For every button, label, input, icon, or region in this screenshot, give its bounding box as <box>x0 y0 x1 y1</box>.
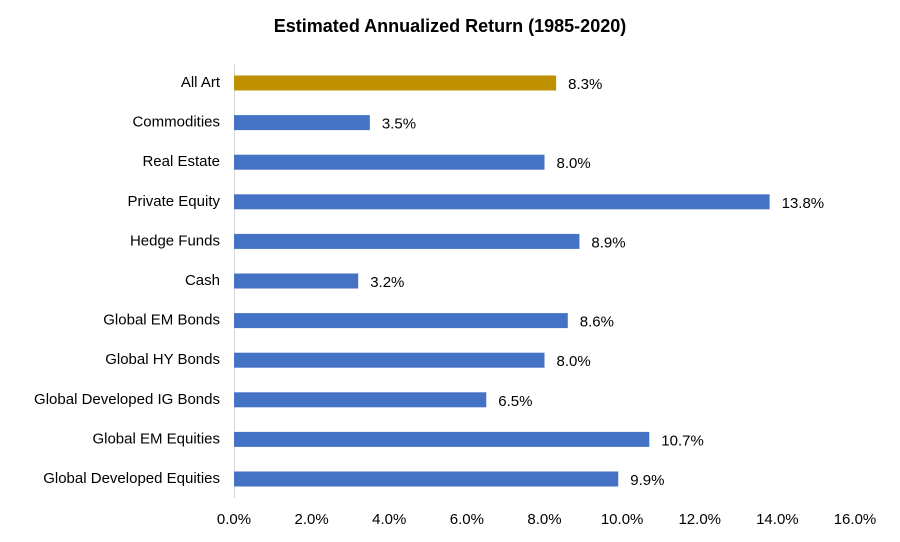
y-tick-label: Commodities <box>132 114 220 131</box>
y-tick-label: Global EM Equities <box>92 430 220 447</box>
bar <box>234 352 545 368</box>
bar <box>234 154 545 170</box>
value-label: 3.2% <box>370 274 404 291</box>
y-tick-label: Global Developed IG Bonds <box>34 391 220 408</box>
bar <box>234 273 359 289</box>
y-tick-label: Private Equity <box>127 193 220 210</box>
value-label: 8.9% <box>591 234 625 251</box>
bar <box>234 115 370 131</box>
x-tick-label: 6.0% <box>450 511 484 528</box>
x-tick-label: 0.0% <box>217 511 251 528</box>
x-tick-label: 12.0% <box>678 511 721 528</box>
y-tick-label: Global HY Bonds <box>105 351 220 368</box>
value-label: 13.8% <box>782 195 825 212</box>
bar <box>234 194 770 210</box>
y-tick-label: Hedge Funds <box>130 232 220 249</box>
x-tick-label: 4.0% <box>372 511 406 528</box>
value-label: 9.9% <box>630 472 664 489</box>
y-tick-label: Global Developed Equities <box>43 470 220 487</box>
x-tick-label: 8.0% <box>527 511 561 528</box>
bar <box>234 471 619 487</box>
value-label: 8.6% <box>580 314 614 331</box>
bar <box>234 313 568 329</box>
value-label: 8.0% <box>557 155 591 172</box>
y-tick-label: All Art <box>181 74 221 91</box>
bar <box>234 392 487 408</box>
x-tick-label: 16.0% <box>834 511 877 528</box>
bar <box>234 431 650 447</box>
x-tick-label: 2.0% <box>295 511 329 528</box>
y-tick-label: Cash <box>185 272 220 289</box>
bar <box>234 75 557 91</box>
chart-title: Estimated Annualized Return (1985-2020) <box>274 16 626 36</box>
value-label: 8.3% <box>568 76 602 93</box>
value-label: 3.5% <box>382 116 416 133</box>
x-tick-label: 14.0% <box>756 511 799 528</box>
value-label: 10.7% <box>661 432 704 449</box>
bar <box>234 233 580 249</box>
y-tick-label: Real Estate <box>142 153 220 170</box>
y-tick-label: Global EM Bonds <box>103 312 220 329</box>
x-tick-label: 10.0% <box>601 511 644 528</box>
value-label: 6.5% <box>498 393 532 410</box>
value-label: 8.0% <box>557 353 591 370</box>
